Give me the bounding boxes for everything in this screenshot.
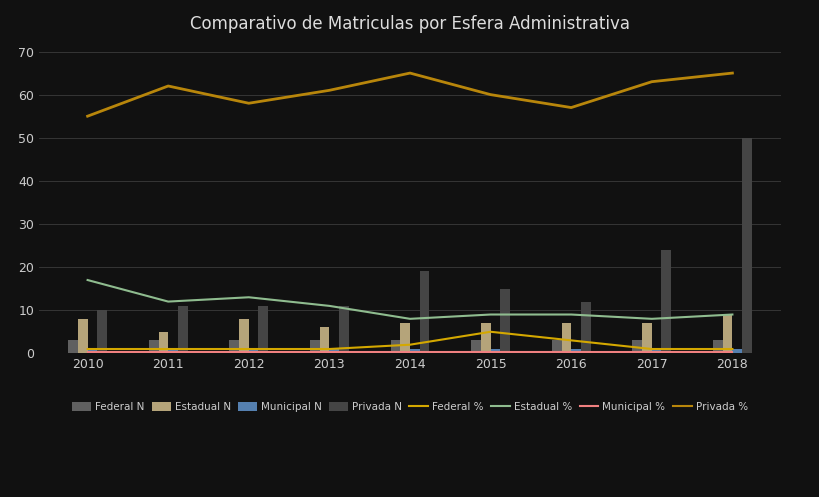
Bar: [229, 340, 239, 353]
Bar: [88, 349, 97, 353]
Privada %: [485, 91, 495, 97]
Bar: [419, 271, 429, 353]
Municipal %: [83, 349, 93, 355]
Bar: [580, 302, 590, 353]
Federal %: [324, 346, 334, 352]
Bar: [410, 349, 419, 353]
Bar: [310, 340, 319, 353]
Municipal %: [726, 349, 736, 355]
Federal %: [243, 346, 253, 352]
Bar: [481, 323, 490, 353]
Bar: [551, 340, 561, 353]
Municipal %: [646, 349, 656, 355]
Federal %: [405, 342, 414, 348]
Bar: [258, 306, 268, 353]
Line: Privada %: Privada %: [88, 73, 731, 116]
Municipal %: [243, 349, 253, 355]
Bar: [661, 250, 670, 353]
Estadual %: [163, 299, 173, 305]
Bar: [239, 319, 248, 353]
Bar: [68, 340, 78, 353]
Estadual %: [324, 303, 334, 309]
Bar: [741, 138, 751, 353]
Municipal %: [485, 349, 495, 355]
Estadual %: [485, 312, 495, 318]
Estadual %: [83, 277, 93, 283]
Bar: [78, 319, 88, 353]
Estadual %: [646, 316, 656, 322]
Municipal %: [163, 349, 173, 355]
Bar: [490, 349, 500, 353]
Bar: [149, 340, 158, 353]
Bar: [631, 340, 641, 353]
Line: Federal %: Federal %: [88, 332, 731, 349]
Federal %: [163, 346, 173, 352]
Federal %: [566, 337, 576, 343]
Bar: [178, 306, 188, 353]
Bar: [731, 349, 741, 353]
Bar: [400, 323, 410, 353]
Municipal %: [324, 349, 334, 355]
Bar: [651, 349, 661, 353]
Bar: [722, 315, 731, 353]
Bar: [500, 289, 509, 353]
Estadual %: [243, 294, 253, 300]
Line: Estadual %: Estadual %: [88, 280, 731, 319]
Bar: [158, 332, 168, 353]
Estadual %: [726, 312, 736, 318]
Federal %: [726, 346, 736, 352]
Federal %: [485, 329, 495, 335]
Privada %: [83, 113, 93, 119]
Bar: [338, 306, 348, 353]
Privada %: [243, 100, 253, 106]
Bar: [390, 340, 400, 353]
Privada %: [163, 83, 173, 89]
Bar: [641, 323, 651, 353]
Privada %: [405, 70, 414, 76]
Bar: [248, 349, 258, 353]
Title: Comparativo de Matriculas por Esfera Administrativa: Comparativo de Matriculas por Esfera Adm…: [190, 15, 629, 33]
Bar: [571, 349, 580, 353]
Estadual %: [405, 316, 414, 322]
Bar: [329, 349, 338, 353]
Estadual %: [566, 312, 576, 318]
Federal %: [83, 346, 93, 352]
Municipal %: [566, 349, 576, 355]
Federal %: [646, 346, 656, 352]
Municipal %: [405, 349, 414, 355]
Bar: [168, 349, 178, 353]
Bar: [561, 323, 571, 353]
Legend: Federal N, Estadual N, Municipal N, Privada N, Federal %, Estadual %, Municipal : Federal N, Estadual N, Municipal N, Priv…: [68, 398, 751, 416]
Bar: [97, 310, 106, 353]
Privada %: [646, 79, 656, 84]
Privada %: [324, 87, 334, 93]
Bar: [713, 340, 722, 353]
Privada %: [566, 104, 576, 110]
Privada %: [726, 70, 736, 76]
Bar: [471, 340, 481, 353]
Bar: [319, 328, 329, 353]
